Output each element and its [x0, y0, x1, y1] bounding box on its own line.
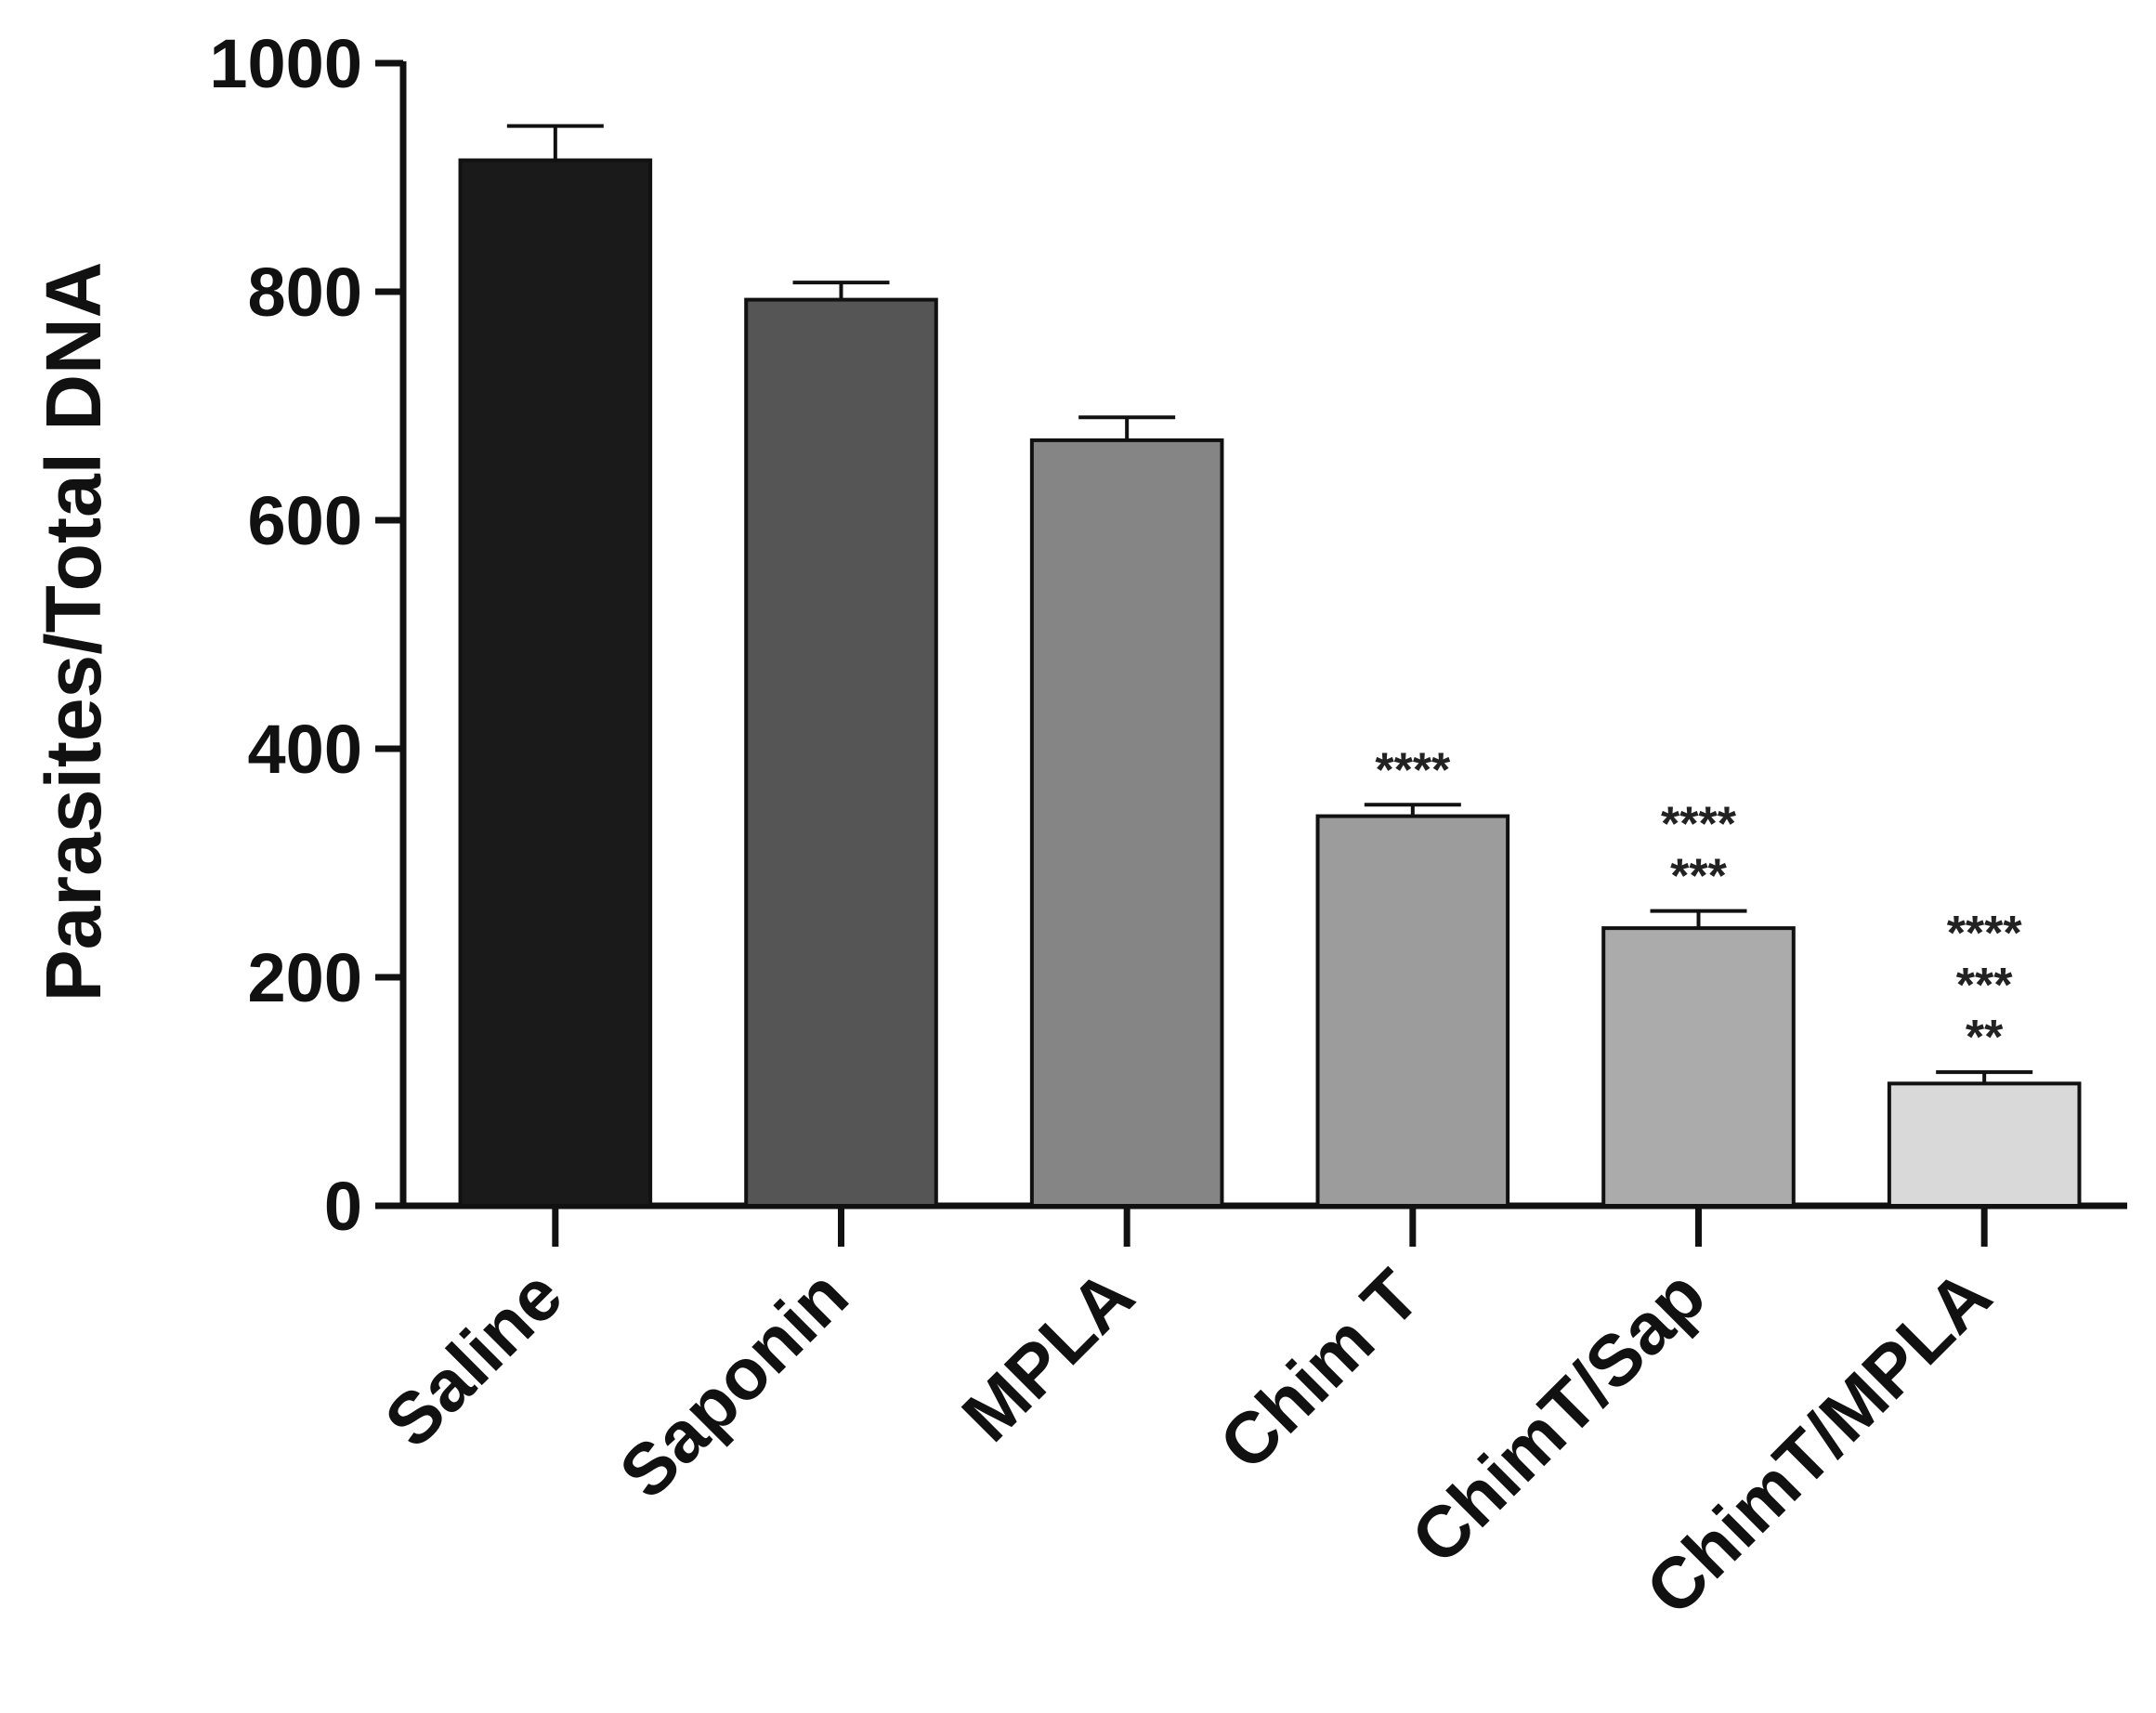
significance-label: ****	[1375, 743, 1451, 797]
bar	[1601, 926, 1796, 1208]
y-axis: 0 200 400 600 800 1000	[209, 25, 407, 1245]
y-axis-title: Parasites/Total DNA	[30, 262, 117, 1002]
significance-label: **	[1966, 1011, 2004, 1065]
bars: ********************	[458, 124, 2082, 1209]
bar	[1887, 1081, 2082, 1209]
x-tick-label: MPLA	[947, 1254, 1149, 1457]
y-tick-label: 200	[248, 939, 362, 1016]
significance-label: ****	[1947, 907, 2023, 961]
x-axis: Saline Saponin MPLA Chim TChimT/SapChimT/MP…	[369, 1202, 2127, 1630]
x-tick-label: Saline	[369, 1254, 578, 1463]
bar	[1315, 814, 1510, 1208]
bar	[1029, 438, 1224, 1208]
significance-label: ***	[1956, 959, 2013, 1013]
bar	[458, 158, 653, 1208]
y-tick-label: 800	[248, 254, 362, 331]
y-tick-label: 600	[248, 482, 362, 559]
x-tick-label: Chim T	[1204, 1254, 1435, 1485]
x-tick-label: Saponin	[604, 1254, 864, 1514]
significance-label: ****	[1661, 798, 1737, 852]
bar	[744, 297, 938, 1208]
significance-label: ***	[1670, 850, 1727, 904]
y-tick-label: 0	[324, 1168, 362, 1245]
y-tick-label: 400	[248, 711, 362, 788]
y-tick-label: 1000	[209, 25, 362, 102]
